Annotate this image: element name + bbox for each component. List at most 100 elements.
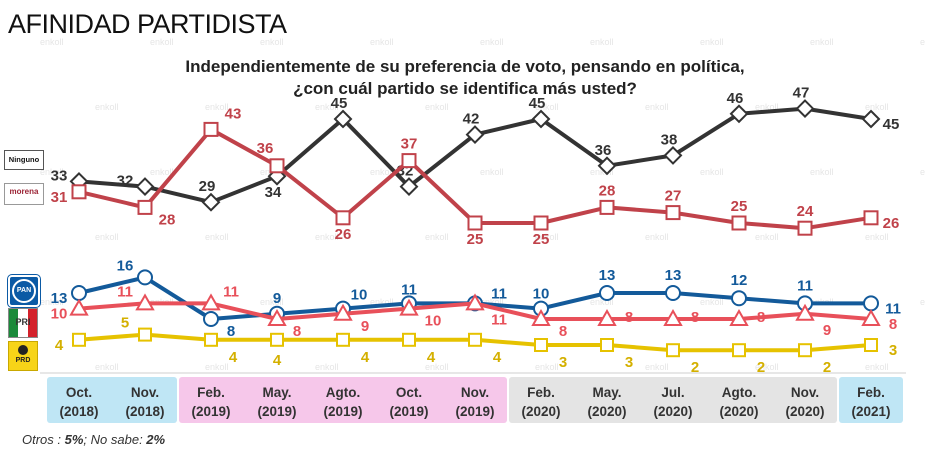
data-label-prd: 2	[823, 359, 831, 376]
x-tick-label-year: (2018)	[59, 404, 98, 419]
watermark-text: enkoll	[755, 102, 779, 112]
footnote-nosabe-label: ; No sabe:	[83, 432, 147, 447]
data-point-pri	[201, 293, 221, 311]
data-label-pan: 10	[351, 287, 368, 304]
data-point-prd	[138, 327, 152, 342]
watermark-text: enkoll	[95, 362, 119, 372]
data-label-prd: 4	[427, 349, 436, 366]
data-point-prd	[534, 338, 548, 352]
watermark-text: enkoll	[205, 232, 229, 242]
x-tick-label-month: Agto.	[326, 385, 361, 400]
data-label-prd: 2	[757, 359, 765, 376]
watermark-text: enkoll	[810, 37, 834, 47]
x-tick-label-year: (2020)	[521, 404, 560, 419]
watermark-text: enkoll	[645, 102, 669, 112]
period-band-2018	[47, 377, 177, 423]
data-label-prd: 2	[691, 359, 699, 376]
data-point-pri	[135, 293, 155, 311]
data-label-pan: 13	[665, 267, 682, 284]
data-label-pri: 8	[889, 316, 897, 333]
data-label-pan: 12	[731, 272, 748, 289]
watermark-text: enkoll	[920, 167, 925, 177]
data-point-morena	[665, 205, 681, 221]
watermark-text: enkoll	[920, 37, 925, 47]
data-point-pri	[399, 298, 419, 316]
data-point-pri	[729, 308, 749, 326]
data-point-ninguno	[861, 109, 881, 129]
x-tick-label-month: May.	[592, 385, 621, 400]
x-tick-label-month: Jul.	[661, 385, 684, 400]
data-point-prd	[864, 338, 878, 352]
data-point-morena	[269, 158, 285, 174]
data-point-morena	[467, 215, 483, 231]
data-label-pan: 10	[533, 286, 550, 303]
watermark-text: enkoll	[260, 297, 284, 307]
data-point-pan	[203, 311, 219, 327]
data-label-prd: 4	[55, 337, 64, 354]
data-point-pri	[531, 308, 551, 326]
watermark-text: enkoll	[370, 297, 394, 307]
watermark-text: enkoll	[425, 102, 449, 112]
watermark-text: enkoll	[810, 167, 834, 177]
data-label-pan: 11	[885, 300, 901, 317]
data-point-morena	[797, 220, 813, 236]
watermark-text: enkoll	[920, 297, 925, 307]
x-tick-label-year: (2020)	[653, 404, 692, 419]
data-label-pri: 8	[293, 323, 301, 340]
data-point-prd	[600, 338, 614, 352]
data-label-morena: 36	[257, 140, 274, 157]
data-label-pan: 13	[51, 290, 68, 307]
data-label-morena: 43	[225, 105, 242, 122]
data-point-prd	[72, 332, 86, 347]
data-point-prd	[402, 332, 416, 347]
data-label-ninguno: 47	[793, 85, 810, 102]
data-label-prd: 4	[229, 349, 238, 366]
data-label-pri: 8	[625, 309, 633, 326]
watermark-text: enkoll	[535, 362, 559, 372]
data-point-morena	[137, 199, 153, 215]
period-band-2021	[839, 377, 903, 423]
data-label-pri: 8	[691, 309, 699, 326]
footnote-otros-value: 5%	[64, 432, 84, 447]
data-label-prd: 3	[625, 354, 633, 371]
watermark-text: enkoll	[865, 232, 889, 242]
pan-logo-text: PAN	[12, 279, 36, 303]
pri-logo: PRI	[8, 308, 38, 338]
x-tick-label-year: (2019)	[389, 404, 428, 419]
watermark-text: enkoll	[40, 37, 64, 47]
data-label-pan: 11	[491, 285, 507, 302]
data-label-prd: 3	[559, 354, 567, 371]
data-label-morena: 28	[159, 211, 176, 228]
watermark-text: enkoll	[535, 232, 559, 242]
data-point-ninguno	[597, 156, 617, 176]
data-label-ninguno: 36	[595, 142, 612, 159]
question-line-2: ¿con cuál partido se identifica más uste…	[293, 79, 637, 98]
data-label-pri: 8	[559, 323, 567, 340]
data-point-morena	[335, 210, 351, 226]
data-label-morena: 37	[401, 136, 418, 153]
data-point-morena	[203, 121, 219, 137]
data-point-pan	[863, 295, 879, 312]
watermark-text: enkoll	[645, 232, 669, 242]
data-label-ninguno: 38	[661, 131, 678, 148]
data-label-prd: 4	[273, 352, 282, 369]
morena-logo: morena	[4, 183, 44, 205]
watermark-text: enkoll	[425, 232, 449, 242]
data-point-ninguno	[795, 99, 815, 119]
data-label-ninguno: 46	[727, 90, 744, 107]
watermark-text: enkoll	[205, 362, 229, 372]
watermark-text: enkoll	[315, 362, 339, 372]
data-point-pri	[795, 303, 815, 321]
x-tick-label-year: (2018)	[125, 404, 164, 419]
data-point-ninguno	[399, 177, 419, 197]
page-title: AFINIDAD PARTIDISTA	[8, 9, 287, 39]
data-point-ninguno	[729, 104, 749, 124]
data-label-prd: 5	[121, 315, 129, 332]
prd-logo: PRD	[8, 341, 38, 371]
watermark-text: enkoll	[590, 167, 614, 177]
data-label-ninguno: 34	[265, 184, 282, 201]
data-point-pri	[861, 308, 881, 326]
data-label-pri: 8	[757, 309, 765, 326]
data-label-morena: 26	[883, 215, 900, 232]
